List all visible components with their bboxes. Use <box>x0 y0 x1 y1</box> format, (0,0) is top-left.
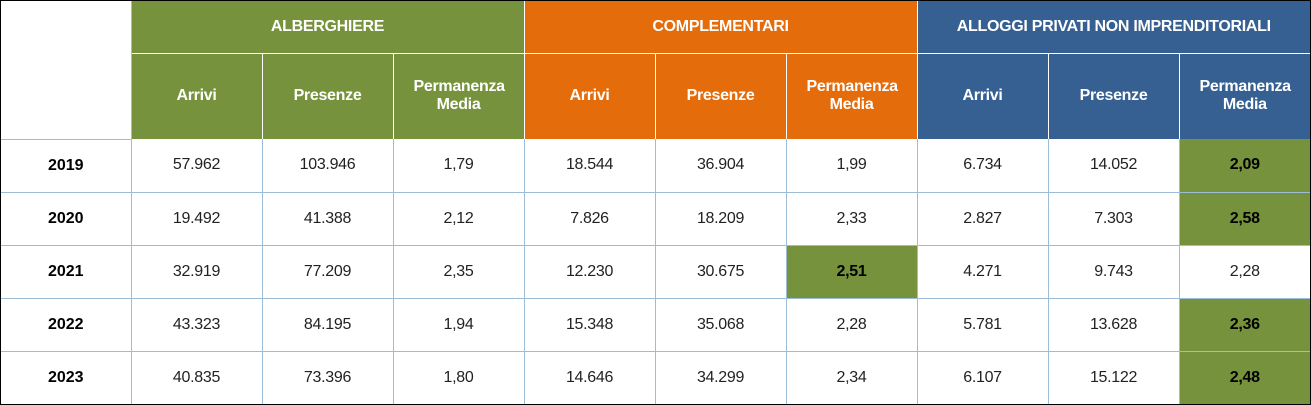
subheader-arrivi: Arrivi <box>917 52 1049 139</box>
value-cell: 2,35 <box>393 245 525 299</box>
subheader-permanenza-media: Permanenza Media <box>786 52 918 139</box>
table-row: 2023 40.835 73.396 1,80 14.646 34.299 2,34 6.10… <box>1 351 1311 404</box>
value-cell: 13.628 <box>1048 298 1180 352</box>
value-cell: 30.675 <box>655 245 787 299</box>
value-cell: 6.107 <box>917 351 1049 404</box>
value-cell: 73.396 <box>262 351 394 404</box>
value-cell: 2,28 <box>1179 245 1311 299</box>
value-cell: 18.544 <box>524 139 656 193</box>
value-cell: 2,28 <box>786 298 918 352</box>
value-cell: 15.122 <box>1048 351 1180 404</box>
subheader-permanenza-media: Permanenza Media <box>1179 52 1311 139</box>
value-cell: 14.646 <box>524 351 656 404</box>
corner-cell <box>1 1 132 140</box>
year-cell: 2022 <box>1 298 132 352</box>
value-cell: 2,12 <box>393 192 525 246</box>
value-cell: 103.946 <box>262 139 394 193</box>
value-cell: 19.492 <box>131 192 263 246</box>
value-cell: 2,36 <box>1179 298 1311 352</box>
sub-header-row: Arrivi Presenze Permanenza Media Arrivi … <box>1 52 1311 139</box>
value-cell: 77.209 <box>262 245 394 299</box>
value-cell: 12.230 <box>524 245 656 299</box>
subheader-presenze: Presenze <box>655 52 787 139</box>
value-cell: 34.299 <box>655 351 787 404</box>
value-cell: 2.827 <box>917 192 1049 246</box>
year-cell: 2023 <box>1 351 132 404</box>
group-header-row: ALBERGHIERE COMPLEMENTARI ALLOGGI PRIVAT… <box>1 1 1311 140</box>
value-cell: 14.052 <box>1048 139 1180 193</box>
value-cell: 2,33 <box>786 192 918 246</box>
table-row: 2019 57.962 103.946 1,79 18.544 36.904 1,99 6.7… <box>1 139 1311 193</box>
value-cell: 6.734 <box>917 139 1049 193</box>
value-cell: 32.919 <box>131 245 263 299</box>
value-cell: 84.195 <box>262 298 394 352</box>
year-cell: 2021 <box>1 245 132 299</box>
value-cell: 43.323 <box>131 298 263 352</box>
value-cell: 1,99 <box>786 139 918 193</box>
subheader-presenze: Presenze <box>262 52 394 139</box>
value-cell: 36.904 <box>655 139 787 193</box>
value-cell: 15.348 <box>524 298 656 352</box>
table-body: 2019 57.962 103.946 1,79 18.544 36.904 1,99 6.7… <box>1 139 1311 404</box>
group-header-alloggi-privati: ALLOGGI PRIVATI NON IMPRENDITORIALI <box>917 1 1311 53</box>
table-row: 2021 32.919 77.209 2,35 12.230 30.675 2,51 4.27… <box>1 245 1311 299</box>
value-cell: 41.388 <box>262 192 394 246</box>
value-cell: 57.962 <box>131 139 263 193</box>
value-cell: 1,80 <box>393 351 525 404</box>
value-cell: 35.068 <box>655 298 787 352</box>
subheader-arrivi: Arrivi <box>131 52 263 139</box>
value-cell: 2,51 <box>786 245 918 299</box>
value-cell: 7.303 <box>1048 192 1180 246</box>
value-cell: 2,58 <box>1179 192 1311 246</box>
value-cell: 2,09 <box>1179 139 1311 193</box>
table-row: 2020 19.492 41.388 2,12 7.826 18.209 2,33 2.827… <box>1 192 1311 246</box>
value-cell: 2,34 <box>786 351 918 404</box>
group-header-complementari: COMPLEMENTARI <box>524 1 918 53</box>
value-cell: 4.271 <box>917 245 1049 299</box>
value-cell: 7.826 <box>524 192 656 246</box>
subheader-presenze: Presenze <box>1048 52 1180 139</box>
value-cell: 2,48 <box>1179 351 1311 404</box>
subheader-arrivi: Arrivi <box>524 52 656 139</box>
year-cell: 2019 <box>1 139 132 193</box>
value-cell: 40.835 <box>131 351 263 404</box>
year-cell: 2020 <box>1 192 132 246</box>
value-cell: 9.743 <box>1048 245 1180 299</box>
value-cell: 18.209 <box>655 192 787 246</box>
group-header-alberghiere: ALBERGHIERE <box>131 1 525 53</box>
value-cell: 1,79 <box>393 139 525 193</box>
value-cell: 1,94 <box>393 298 525 352</box>
table-row: 2022 43.323 84.195 1,94 15.348 35.068 2,28 5.78… <box>1 298 1311 352</box>
subheader-permanenza-media: Permanenza Media <box>393 52 525 139</box>
value-cell: 5.781 <box>917 298 1049 352</box>
